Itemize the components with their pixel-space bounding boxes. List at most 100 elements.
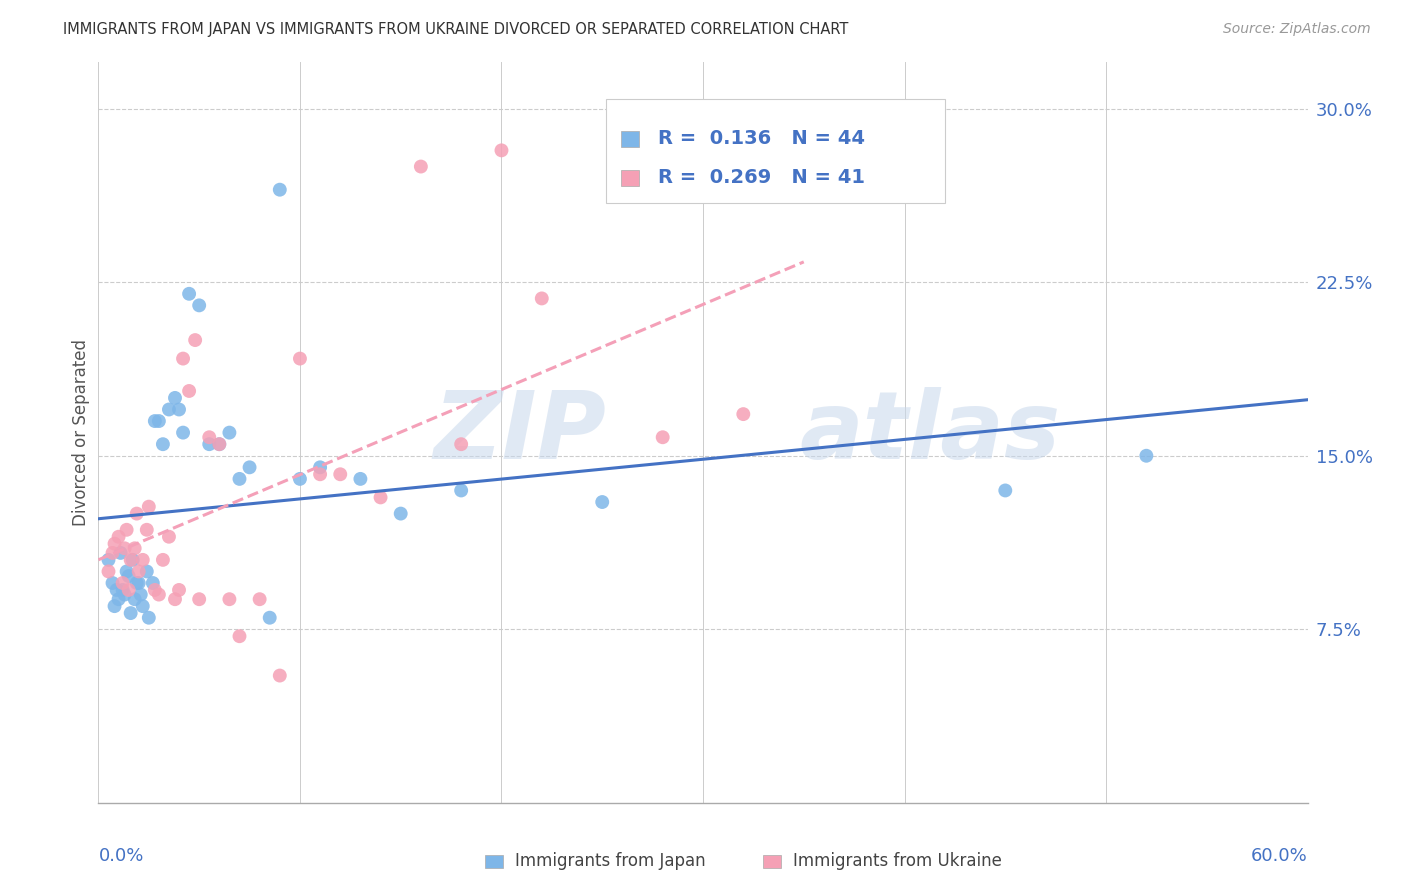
Point — [125, 576, 148, 591]
Point — [249, 592, 271, 607]
Point — [101, 576, 124, 591]
Point — [105, 582, 128, 597]
Point — [111, 582, 134, 597]
Y-axis label: Divorced or Separated: Divorced or Separated — [72, 339, 90, 526]
Text: R =  0.136   N = 44: R = 0.136 N = 44 — [658, 129, 865, 148]
Point — [103, 536, 125, 550]
Point — [167, 402, 190, 417]
Polygon shape — [606, 99, 945, 203]
Point — [114, 541, 136, 556]
Point — [188, 592, 211, 607]
Point — [179, 286, 201, 301]
Point — [208, 437, 231, 451]
Point — [309, 467, 332, 482]
Point — [218, 592, 240, 607]
Point — [184, 333, 207, 347]
Point — [114, 588, 136, 602]
Point — [97, 565, 120, 579]
Point — [148, 588, 170, 602]
Point — [208, 437, 231, 451]
Point — [450, 437, 472, 451]
Point — [163, 391, 186, 405]
Point — [148, 414, 170, 428]
Point — [239, 460, 262, 475]
Point — [172, 425, 194, 440]
Point — [110, 546, 132, 560]
Point — [172, 351, 194, 366]
Point — [389, 507, 412, 521]
Point — [309, 460, 332, 475]
Text: Immigrants from Japan: Immigrants from Japan — [515, 852, 706, 871]
Point — [157, 530, 180, 544]
Point — [288, 472, 311, 486]
Point — [1135, 449, 1157, 463]
Point — [228, 472, 250, 486]
Polygon shape — [621, 169, 640, 186]
Point — [143, 582, 166, 597]
Text: Source: ZipAtlas.com: Source: ZipAtlas.com — [1223, 22, 1371, 37]
Point — [163, 592, 186, 607]
Text: ZIP: ZIP — [433, 386, 606, 479]
Point — [370, 491, 392, 505]
Point — [198, 430, 221, 444]
Point — [115, 523, 138, 537]
Point — [733, 407, 755, 421]
Polygon shape — [485, 855, 503, 868]
Point — [259, 610, 281, 624]
Point — [120, 553, 142, 567]
Point — [530, 292, 553, 306]
Point — [218, 425, 240, 440]
Polygon shape — [621, 130, 640, 147]
Point — [111, 576, 134, 591]
Point — [107, 592, 129, 607]
Point — [103, 599, 125, 614]
Point — [120, 606, 142, 620]
Point — [124, 541, 146, 556]
Text: 60.0%: 60.0% — [1251, 847, 1308, 865]
Point — [152, 553, 174, 567]
Polygon shape — [763, 855, 780, 868]
Point — [143, 414, 166, 428]
Point — [269, 668, 291, 682]
Point — [651, 430, 673, 444]
Point — [228, 629, 250, 643]
Point — [269, 183, 291, 197]
Point — [349, 472, 371, 486]
Point — [101, 546, 124, 560]
Point — [188, 298, 211, 312]
Text: Immigrants from Ukraine: Immigrants from Ukraine — [793, 852, 1002, 871]
Point — [118, 582, 141, 597]
Point — [198, 437, 221, 451]
Point — [138, 500, 160, 514]
Point — [125, 507, 148, 521]
Point — [118, 569, 141, 583]
Point — [409, 160, 432, 174]
Point — [132, 599, 155, 614]
Point — [142, 576, 165, 591]
Point — [124, 592, 146, 607]
Point — [97, 553, 120, 567]
Point — [491, 144, 513, 158]
Point — [994, 483, 1017, 498]
Point — [121, 553, 143, 567]
Text: R =  0.269   N = 41: R = 0.269 N = 41 — [658, 169, 865, 187]
Point — [129, 588, 152, 602]
Point — [167, 582, 190, 597]
Point — [450, 483, 472, 498]
Point — [152, 437, 174, 451]
Point — [128, 576, 150, 591]
Text: atlas: atlas — [800, 386, 1062, 479]
Point — [107, 530, 129, 544]
Point — [132, 553, 155, 567]
Point — [128, 565, 150, 579]
Text: 0.0%: 0.0% — [98, 847, 143, 865]
Text: IMMIGRANTS FROM JAPAN VS IMMIGRANTS FROM UKRAINE DIVORCED OR SEPARATED CORRELATI: IMMIGRANTS FROM JAPAN VS IMMIGRANTS FROM… — [63, 22, 849, 37]
Point — [115, 565, 138, 579]
Point — [329, 467, 352, 482]
Point — [135, 565, 157, 579]
Point — [157, 402, 180, 417]
Point — [591, 495, 613, 509]
Point — [138, 610, 160, 624]
Point — [179, 384, 201, 398]
Point — [135, 523, 157, 537]
